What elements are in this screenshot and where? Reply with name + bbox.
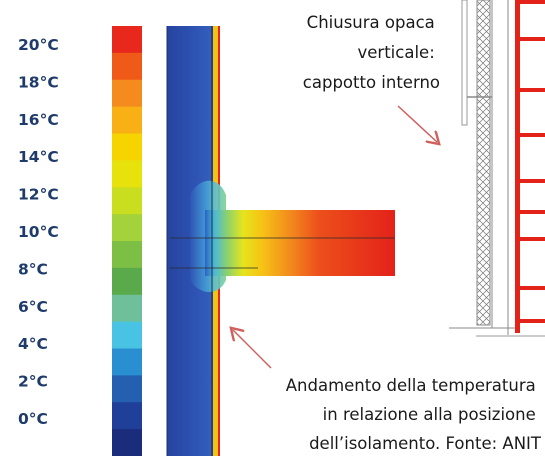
figure-caption: Andamento della temperatura in relazione… bbox=[286, 376, 542, 453]
scale-color-segment bbox=[112, 429, 142, 456]
beam-section bbox=[205, 210, 395, 276]
scale-label: 12°C bbox=[18, 186, 59, 204]
wall-construction-drawing bbox=[449, 0, 545, 337]
scale-color-segment bbox=[112, 106, 142, 135]
scale-label: 0°C bbox=[18, 410, 48, 428]
scale-label: 10°C bbox=[18, 223, 59, 241]
scale-color-segment bbox=[112, 267, 142, 296]
scale-color-segment bbox=[112, 79, 142, 108]
scale-color-segment bbox=[112, 187, 142, 215]
scale-color-segment bbox=[112, 133, 142, 161]
scale-label: 6°C bbox=[18, 298, 48, 316]
scale-color-segment bbox=[112, 52, 142, 81]
scale-color-segment bbox=[112, 160, 142, 188]
scale-color-segment bbox=[112, 402, 142, 430]
wall-label: Chiusura opaca verticale: cappotto inter… bbox=[303, 13, 440, 92]
scale-color-segment bbox=[112, 321, 142, 350]
scale-color-segment bbox=[112, 294, 142, 323]
scale-label: 2°C bbox=[18, 373, 48, 391]
scale-label: 16°C bbox=[18, 111, 59, 129]
scale-color-segment bbox=[112, 214, 142, 242]
scale-color-segment bbox=[112, 348, 142, 376]
scale-label: 20°C bbox=[18, 36, 59, 54]
scale-label: 4°C bbox=[18, 335, 48, 353]
scale-color-segment bbox=[112, 375, 142, 403]
scale-color-segment bbox=[112, 241, 142, 269]
scale-color-segment bbox=[112, 26, 142, 54]
wall-arrow bbox=[397, 105, 437, 142]
temperature-color-bar bbox=[112, 26, 142, 456]
scale-label: 8°C bbox=[18, 260, 48, 278]
scale-label: 18°C bbox=[18, 73, 59, 91]
thermal-simulation bbox=[166, 26, 395, 456]
temperature-scale-labels: 20°C 18°C 16°C 14°C 12°C 10°C 8°C 6°C 4°C 2°C 0°C bbox=[18, 36, 59, 428]
scale-label: 14°C bbox=[18, 148, 59, 166]
caption-arrow bbox=[233, 330, 272, 369]
